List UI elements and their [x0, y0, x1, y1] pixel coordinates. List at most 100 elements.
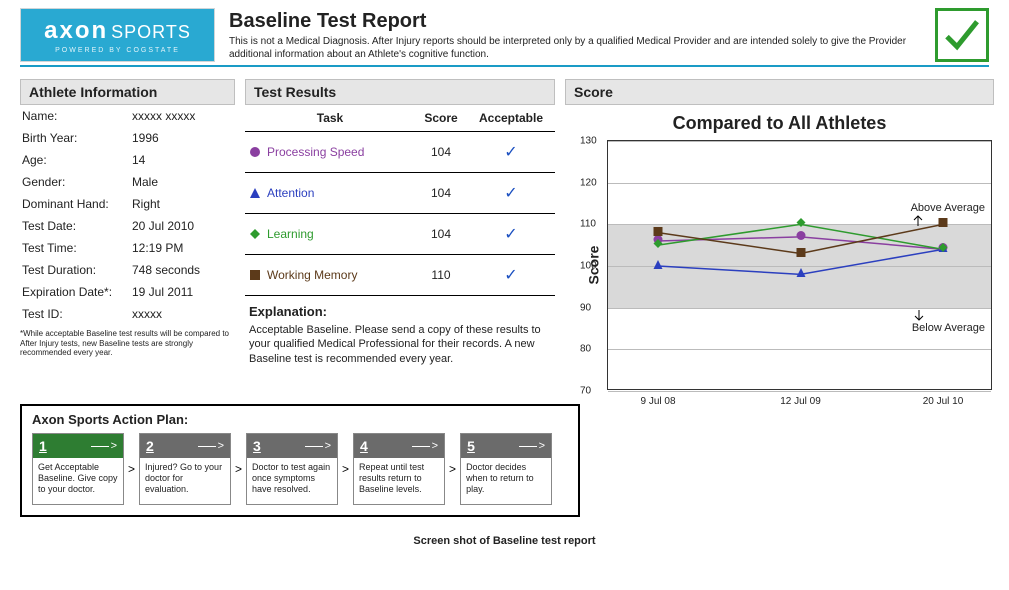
- score-panel-title: Score: [565, 79, 994, 105]
- action-step: 3 > Doctor to test again once symptoms h…: [246, 433, 338, 505]
- chart-point: [795, 217, 806, 231]
- test-name: Working Memory: [249, 268, 411, 282]
- action-step-separator-icon: >: [342, 462, 349, 476]
- chart-ytick: 120: [580, 177, 597, 188]
- action-step: 1 > Get Acceptable Baseline. Give copy t…: [32, 433, 124, 505]
- chart-point: [795, 230, 806, 244]
- tests-table-header: Task Score Acceptable: [245, 105, 555, 132]
- athlete-label: Name:: [22, 109, 132, 123]
- header-text: Baseline Test Report This is not a Medic…: [223, 8, 927, 63]
- athlete-row: Gender:Male: [20, 171, 235, 193]
- axon-logo: axon SPORTS POWERED BY COGSTATE: [20, 8, 215, 62]
- chart-point: [653, 226, 664, 240]
- action-step-number: 3: [253, 438, 261, 454]
- col-score: Score: [411, 111, 471, 125]
- test-marker-icon: [249, 228, 261, 240]
- athlete-footnote: *While acceptable Baseline test results …: [20, 329, 235, 358]
- action-step-header: 1 >: [33, 434, 123, 458]
- test-row: Attention 104 ✓: [245, 173, 555, 214]
- action-step-number: 2: [146, 438, 154, 454]
- test-name: Processing Speed: [249, 145, 411, 159]
- tests-panel-title: Test Results: [245, 79, 555, 105]
- action-step-header: 5 >: [461, 434, 551, 458]
- athlete-label: Test Date:: [22, 219, 132, 233]
- athlete-row: Test Duration:748 seconds: [20, 259, 235, 281]
- athlete-row: Test ID:xxxxx: [20, 303, 235, 325]
- action-step-number: 4: [360, 438, 368, 454]
- action-step-number: 1: [39, 438, 47, 454]
- test-acceptable-icon: ✓: [471, 183, 551, 203]
- action-step-arrow-icon: >: [519, 440, 545, 452]
- athlete-row: Birth Year:1996: [20, 127, 235, 149]
- athlete-value: 12:19 PM: [132, 241, 233, 255]
- status-check-icon: [935, 8, 989, 62]
- test-name: Learning: [249, 227, 411, 241]
- action-step-text: Doctor to test again once symptoms have …: [247, 458, 337, 504]
- test-marker-icon: [249, 269, 261, 281]
- chart-ytick: 90: [580, 302, 591, 313]
- action-step-text: Injured? Go to your doctor for evaluatio…: [140, 458, 230, 504]
- athlete-label: Test Time:: [22, 241, 132, 255]
- athlete-value: 20 Jul 2010: [132, 219, 233, 233]
- action-step: 5 > Doctor decides when to return to pla…: [460, 433, 552, 505]
- chart-ytick: 100: [580, 261, 597, 272]
- chart-point: [795, 247, 806, 261]
- athlete-value: 19 Jul 2011: [132, 285, 233, 299]
- chart-point: [653, 238, 664, 252]
- chart-point: [938, 242, 949, 256]
- score-panel: Score Compared to All Athletes Score 708…: [565, 79, 994, 390]
- athlete-panel: Athlete Information Name:xxxxx xxxxxBirt…: [20, 79, 235, 390]
- action-step-text: Repeat until test results return to Base…: [354, 458, 444, 504]
- athlete-label: Age:: [22, 153, 132, 167]
- chart-series-svg: [608, 141, 993, 391]
- chart-title: Compared to All Athletes: [567, 113, 992, 134]
- logo-suffix-text: SPORTS: [111, 22, 191, 43]
- action-step-text: Doctor decides when to return to play.: [461, 458, 551, 504]
- chart-point: [653, 259, 664, 273]
- test-score: 104: [411, 227, 471, 241]
- chart-ytick: 130: [580, 136, 597, 147]
- report-header: axon SPORTS POWERED BY COGSTATE Baseline…: [20, 8, 989, 67]
- athlete-value: Male: [132, 175, 233, 189]
- action-step-header: 3 >: [247, 434, 337, 458]
- action-step-arrow-icon: >: [305, 440, 331, 452]
- explanation-text: Acceptable Baseline. Please send a copy …: [249, 323, 551, 366]
- action-step-arrow-icon: >: [412, 440, 438, 452]
- test-marker-icon: [249, 146, 261, 158]
- report-title: Baseline Test Report: [229, 10, 921, 33]
- athlete-value: 1996: [132, 131, 233, 145]
- col-acceptable: Acceptable: [471, 111, 551, 125]
- test-marker-icon: [249, 187, 261, 199]
- chart-ytick: 80: [580, 344, 591, 355]
- col-task: Task: [249, 111, 411, 125]
- test-score: 110: [411, 268, 471, 282]
- athlete-row: Age:14: [20, 149, 235, 171]
- action-step-number: 5: [467, 438, 475, 454]
- athlete-value: xxxxx: [132, 307, 233, 321]
- test-name: Attention: [249, 186, 411, 200]
- athlete-label: Birth Year:: [22, 131, 132, 145]
- test-acceptable-icon: ✓: [471, 142, 551, 162]
- test-acceptable-icon: ✓: [471, 224, 551, 244]
- athlete-label: Expiration Date*:: [22, 285, 132, 299]
- athlete-row: Name:xxxxx xxxxx: [20, 105, 235, 127]
- chart-xlabel: 12 Jul 09: [780, 396, 821, 407]
- test-row: Processing Speed 104 ✓: [245, 132, 555, 173]
- action-plan-title: Axon Sports Action Plan:: [32, 412, 568, 427]
- report-subtitle: This is not a Medical Diagnosis. After I…: [229, 35, 919, 61]
- chart-xlabel: 20 Jul 10: [923, 396, 964, 407]
- score-chart: Score 7080901001101201309 Jul 0812 Jul 0…: [607, 140, 992, 390]
- page-caption: Screen shot of Baseline test report: [20, 535, 989, 547]
- main-grid: Athlete Information Name:xxxxx xxxxxBirt…: [20, 79, 989, 390]
- athlete-row: Test Date:20 Jul 2010: [20, 215, 235, 237]
- athlete-label: Gender:: [22, 175, 132, 189]
- chart-xlabel: 9 Jul 08: [640, 396, 675, 407]
- action-step-arrow-icon: >: [91, 440, 117, 452]
- action-step: 2 > Injured? Go to your doctor for evalu…: [139, 433, 231, 505]
- action-step: 4 > Repeat until test results return to …: [353, 433, 445, 505]
- action-step-text: Get Acceptable Baseline. Give copy to yo…: [33, 458, 123, 504]
- test-score: 104: [411, 186, 471, 200]
- chart-point: [795, 267, 806, 281]
- athlete-value: 748 seconds: [132, 263, 233, 277]
- action-plan-panel: Axon Sports Action Plan: 1 > Get Accepta…: [20, 404, 580, 517]
